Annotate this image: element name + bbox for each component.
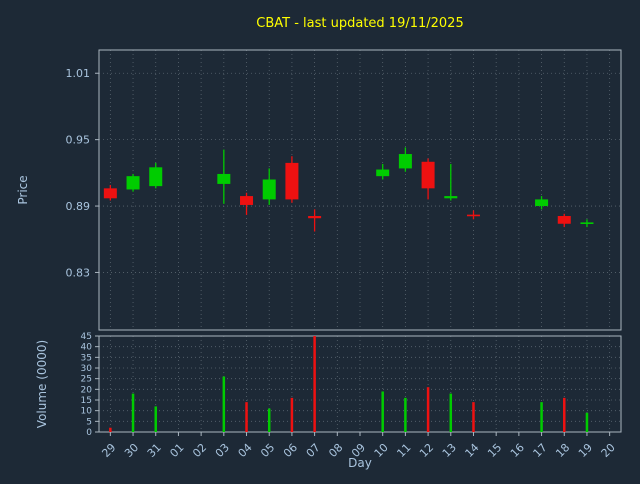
volume-bar-day-17 [540,402,543,432]
x-tick-label: 04 [236,441,255,460]
price-tick-label: 0.95 [66,134,91,147]
volume-tick-label: 5 [86,417,92,427]
candle-body-day-04 [240,196,254,205]
volume-bar-day-12 [426,387,430,432]
candle-body-day-19 [580,222,594,225]
candle-body-day-06 [285,162,299,200]
price-tick-label: 1.01 [66,67,91,80]
volume-tick-label: 15 [81,396,92,406]
candle-body-day-17 [535,199,549,207]
volume-bar-day-10 [381,391,384,432]
volume-bar-day-30 [131,393,135,432]
candle-body-day-31 [149,167,163,187]
price-axis-label: Price [16,175,30,204]
candle-body-day-11 [398,154,412,169]
candle-body-day-30 [126,176,140,190]
volume-bar-day-29 [109,427,112,432]
x-tick-label: 02 [190,441,209,460]
volume-bar-day-13 [449,393,453,432]
candle-body-day-03 [217,173,231,184]
volume-bar-day-18 [563,397,566,432]
volume-tick-label: 40 [81,343,93,353]
volume-tick-label: 45 [81,332,92,342]
volume-bar-day-06 [290,397,294,432]
volume-bar-day-19 [585,412,589,432]
x-tick-label: 30 [122,441,141,460]
x-tick-label: 14 [463,441,482,460]
x-tick-label: 10 [372,441,391,460]
candle-body-day-10 [376,169,390,177]
x-tick-label: 11 [394,441,413,460]
volume-tick-label: 35 [81,353,92,363]
x-tick-label: 05 [258,441,277,460]
x-tick-label: 19 [576,441,595,460]
volume-axis-label: Volume (0000) [35,340,49,428]
candle-body-day-12 [421,161,435,189]
x-tick-label: 15 [485,441,504,460]
volume-tick-label: 0 [86,428,92,438]
x-tick-label: 07 [304,441,323,460]
x-tick-label: 17 [531,441,550,460]
candle-body-day-05 [262,179,276,200]
volume-bar-day-31 [154,406,157,432]
x-tick-label: 31 [145,441,164,460]
candle-body-day-14 [466,214,480,217]
x-tick-label: 08 [326,441,345,460]
volume-tick-label: 20 [81,385,93,395]
x-axis-label: Day [348,456,372,470]
volume-tick-label: 10 [81,407,93,417]
x-tick-label: 01 [167,441,186,460]
volume-bar-day-07 [313,336,316,432]
volume-bar-day-03 [222,376,226,432]
x-tick-label: 03 [213,441,232,460]
price-tick-label: 0.83 [66,266,91,279]
candle-body-day-18 [557,216,571,224]
x-tick-label: 12 [417,441,436,460]
volume-tick-label: 25 [81,375,92,385]
price-tick-label: 0.89 [66,200,91,213]
candle-body-day-13 [444,196,458,199]
volume-tick-label: 30 [81,364,93,374]
candle-body-day-29 [103,188,117,199]
x-tick-label: 06 [281,441,300,460]
chart-title: CBAT - last updated 19/11/2025 [256,16,463,31]
x-tick-label: 20 [599,441,618,460]
volume-bar-day-05 [267,408,271,432]
price-panel-border [98,49,622,331]
x-tick-label: 13 [440,441,459,460]
x-tick-label: 18 [553,441,572,460]
volume-bar-day-11 [404,397,407,432]
volume-bar-day-14 [472,402,475,432]
x-tick-label: 29 [99,441,118,460]
x-tick-label: 16 [508,441,527,460]
volume-bar-day-04 [245,402,248,432]
candle-body-day-07 [308,216,322,219]
